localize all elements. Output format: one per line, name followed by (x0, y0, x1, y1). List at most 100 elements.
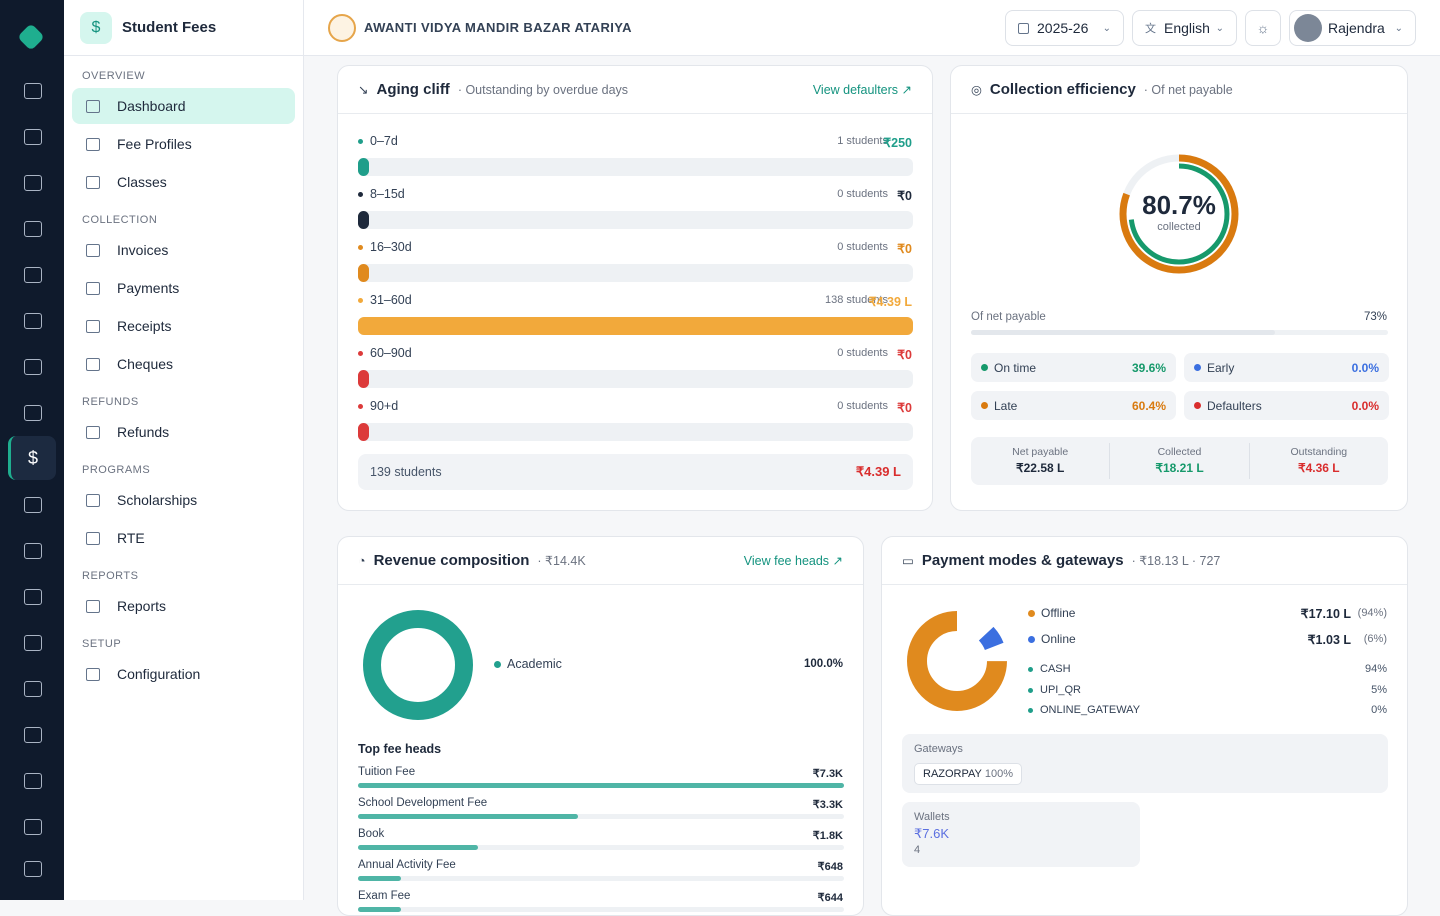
nav-item[interactable]: Configuration (72, 656, 295, 692)
dot (1028, 708, 1033, 713)
head-bar (358, 876, 402, 881)
language-select[interactable]: 文 English ⌄ (1132, 10, 1237, 46)
wallets-box: Wallets ₹7.6K 4 (902, 802, 1140, 867)
summary-cell: Collected ₹18.21 L (1109, 443, 1248, 479)
efficiency-card: ◎ Collection efficiency · Of net payable 8… (950, 65, 1408, 511)
year-select[interactable]: 2025-26 ⌄ (1005, 10, 1124, 46)
summary-value: ₹22.58 L (1016, 461, 1065, 475)
head-name: Exam Fee (358, 890, 411, 902)
aging-card: ↘ Aging cliff · Outstanding by overdue day… (337, 65, 933, 511)
method-value: 0% (1371, 704, 1387, 716)
aging-bar (358, 264, 369, 282)
legend-label: Academic (507, 657, 562, 671)
rail-icon[interactable] (24, 681, 42, 697)
aging-bar (358, 211, 369, 229)
summary-label: Collected (1157, 446, 1202, 458)
rail-icon[interactable] (24, 129, 42, 145)
rail-active[interactable]: $ (8, 436, 56, 480)
nav-section: OVERVIEW (82, 70, 146, 82)
heads-title: Top fee heads (358, 742, 442, 756)
head-amount: ₹644 (817, 892, 843, 904)
sidebar-header: $ Student Fees (64, 0, 303, 56)
head-amount: ₹3.3K (812, 799, 843, 811)
rail-icon[interactable] (24, 635, 42, 651)
nav-item[interactable]: Payments (72, 270, 295, 306)
dot (358, 139, 363, 144)
aging-label: 31–60d (370, 293, 412, 307)
rail-icon[interactable] (24, 83, 42, 99)
nav-item[interactable]: RTE (72, 520, 295, 556)
rail-icon[interactable] (24, 819, 42, 835)
user-menu[interactable]: Rajendra ⌄ (1289, 10, 1416, 46)
stat-label: Late (994, 398, 1018, 413)
rail-icon[interactable] (24, 267, 42, 283)
stat-label: Early (1207, 360, 1235, 375)
topbar: AWANTI VIDYA MANDIR BAZAR ATARIYA 2025-2… (304, 0, 1440, 56)
rail-icon[interactable] (24, 861, 42, 877)
view-fee-heads[interactable]: View fee heads ↗ (743, 554, 843, 568)
dot (1028, 667, 1033, 672)
dot (981, 364, 988, 371)
progress-label: Of net payable (971, 311, 1046, 323)
school-name: AWANTI VIDYA MANDIR BAZAR ATARIYA (364, 20, 632, 35)
method-name: UPI_QR (1040, 683, 1081, 696)
aging-students: 0 students (837, 241, 888, 253)
aging-amount: ₹0 (897, 189, 912, 203)
summary: Net payable ₹22.58 L Collected ₹18.21 L Outs… (971, 437, 1388, 485)
method-name: CASH (1040, 663, 1071, 675)
donut-arc (1119, 154, 1239, 274)
payments-card: ▭ Payment modes & gateways · ₹18.13 L · 72… (881, 536, 1408, 916)
rail-icon[interactable] (24, 313, 42, 329)
rail-icon[interactable] (24, 543, 42, 559)
mode-share: (6%) (1363, 633, 1387, 645)
nav-item[interactable]: Refunds (72, 414, 295, 450)
aging-track (358, 211, 913, 229)
nav-item[interactable]: Invoices (72, 232, 295, 268)
card-header: ↘ Aging cliff · Outstanding by overdue day… (338, 66, 932, 114)
rail-icon[interactable] (24, 773, 42, 789)
stat-pill: Early 0.0% (1184, 353, 1389, 382)
aging-label: 16–30d (370, 240, 412, 254)
card-title: Payment modes & gateways (921, 552, 1124, 569)
head-amount: ₹7.3K (812, 768, 843, 780)
collected-pct: 80.7% (1142, 190, 1216, 220)
stat-label: On time (994, 360, 1037, 375)
head-name: Annual Activity Fee (358, 859, 456, 871)
year: 2025-26 (1037, 20, 1089, 36)
rail-icon[interactable] (24, 497, 42, 513)
icon-rail: $ (0, 0, 64, 900)
aging-total: 139 students ₹4.39 L (358, 454, 913, 490)
aging-label: 0–7d (370, 134, 398, 148)
rail-icon[interactable] (24, 359, 42, 375)
aging-bar (358, 317, 913, 335)
nav-section: SETUP (82, 638, 122, 650)
stat-pill: Defaulters 0.0% (1184, 391, 1389, 420)
dot (358, 351, 363, 356)
nav-item[interactable]: Reports (72, 588, 295, 624)
dot (1028, 687, 1033, 693)
rail-icon[interactable] (24, 727, 42, 743)
nav-item[interactable]: Dashboard (72, 88, 295, 124)
summary-cell: Net payable ₹22.58 L (971, 443, 1109, 479)
nav-item[interactable]: Receipts (72, 308, 295, 344)
theme-toggle[interactable]: ☼ (1245, 10, 1281, 46)
dot (1028, 636, 1035, 643)
dot (358, 245, 363, 250)
aging-track (358, 317, 913, 335)
aging-students: 0 students (837, 188, 888, 200)
nav-item[interactable]: Cheques (72, 346, 295, 382)
aging-amount: ₹250 (883, 136, 912, 150)
head-track (358, 907, 844, 912)
nav-item[interactable]: Scholarships (72, 482, 295, 518)
rail-icon[interactable] (24, 221, 42, 237)
view-defaulters[interactable]: View defaulters ↗ (812, 83, 912, 97)
rail-icon[interactable] (24, 175, 42, 191)
aging-track (358, 264, 913, 282)
nav-item[interactable]: Fee Profiles (72, 126, 295, 162)
nav-item[interactable]: Classes (72, 164, 295, 200)
gateways-label: Gateways (914, 743, 963, 755)
rail-icon[interactable] (24, 589, 42, 605)
stat-value: 39.6% (1131, 360, 1166, 375)
rail-icon[interactable] (24, 405, 42, 421)
head-track (358, 845, 844, 850)
